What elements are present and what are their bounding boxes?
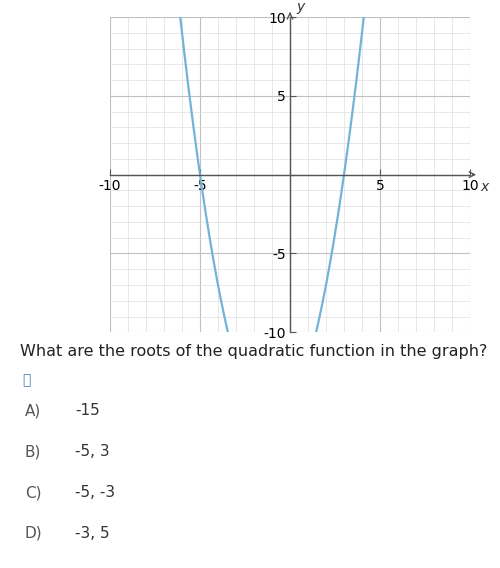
Text: -5, -3: -5, -3 [75,485,115,500]
Text: -3, 5: -3, 5 [75,526,110,541]
Text: What are the roots of the quadratic function in the graph?: What are the roots of the quadratic func… [20,344,487,358]
Text: -5, 3: -5, 3 [75,444,110,459]
Text: D): D) [25,526,42,541]
Text: -15: -15 [75,403,100,418]
Text: A): A) [25,403,41,418]
Text: 🔊: 🔊 [22,373,31,387]
Text: B): B) [25,444,42,459]
Text: C): C) [25,485,42,500]
Text: y: y [296,0,304,14]
Text: x: x [481,180,489,194]
